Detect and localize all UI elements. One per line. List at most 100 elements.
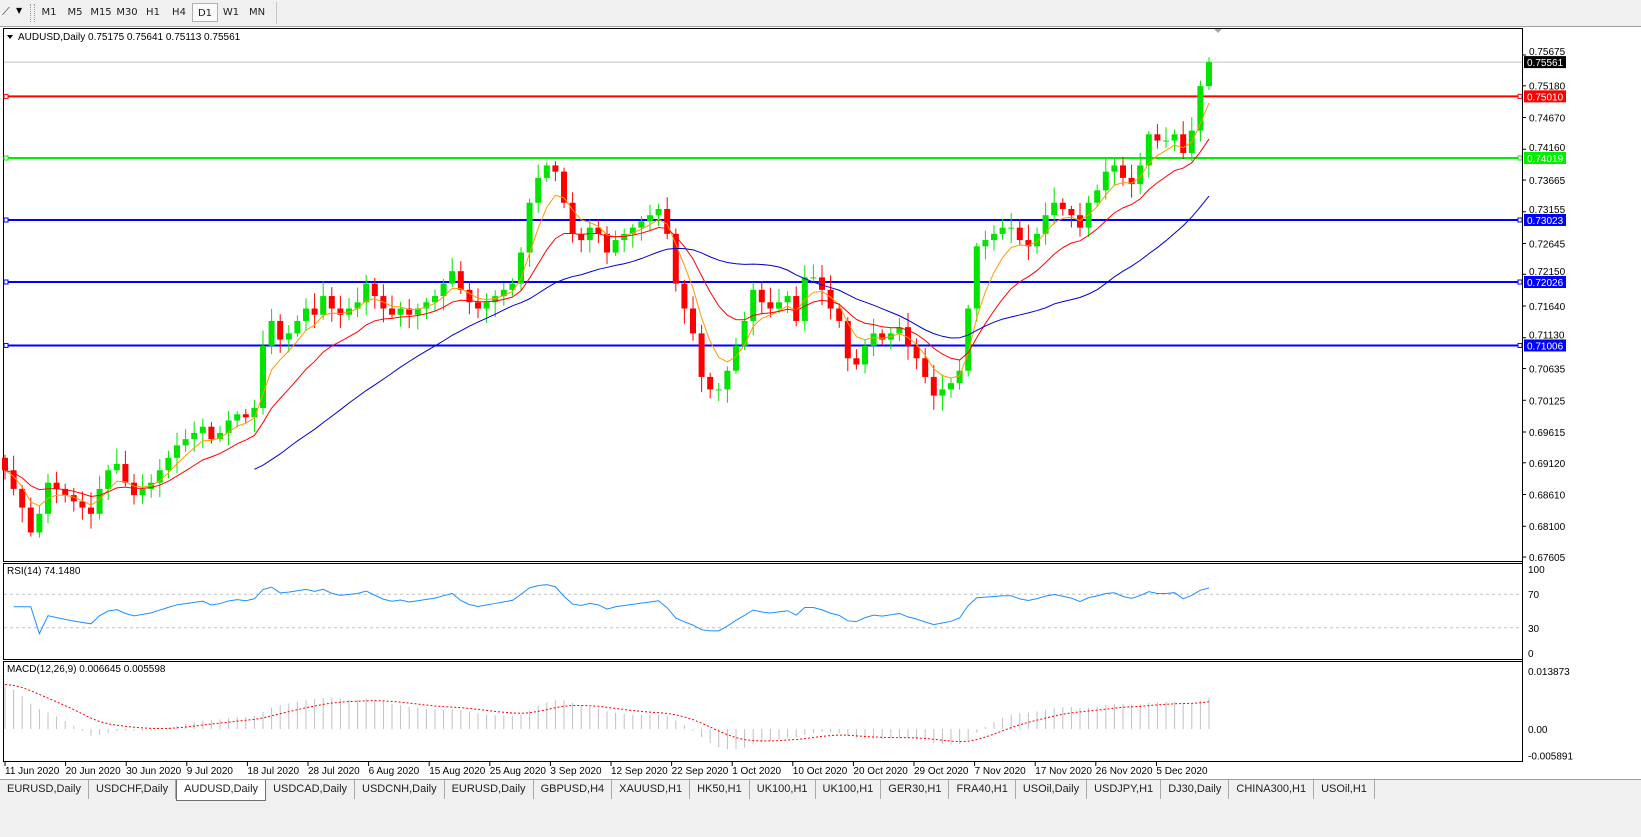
- candle-bull: [139, 488, 146, 496]
- candle-bull: [810, 277, 817, 279]
- chart-tab[interactable]: XAUUSD,H1: [612, 780, 691, 799]
- timeframe-bar: M1 M5 M15 M30 H1 H4 D1 W1 MN: [36, 3, 270, 23]
- toolbar-grip[interactable]: [30, 4, 35, 22]
- candle-bull: [354, 302, 361, 309]
- rsi-tick-label: 0: [1528, 649, 1534, 660]
- candle-bull: [432, 296, 438, 303]
- candle-bull: [509, 283, 516, 290]
- candle-bear: [681, 283, 688, 309]
- chevron-down-icon[interactable]: ▼: [16, 6, 23, 15]
- time-label: 7 Nov 2020: [975, 766, 1027, 777]
- candle-bear: [827, 289, 834, 309]
- candle-bull: [303, 308, 309, 321]
- candle-bear: [1068, 208, 1075, 216]
- chart-tab[interactable]: EURUSD,Daily: [0, 780, 89, 799]
- time-label: 5 Dec 2020: [1156, 766, 1208, 777]
- candle-bear: [698, 333, 705, 377]
- price-tick-label: 0.71130: [1529, 330, 1565, 341]
- chart-tab[interactable]: UK100,H1: [816, 780, 882, 799]
- level-price-label: 0.72026: [1527, 278, 1564, 289]
- candle-bear: [328, 296, 335, 309]
- candle-bull: [655, 208, 662, 216]
- candle-bull: [1102, 171, 1109, 191]
- timeframe-d1-button[interactable]: D1: [192, 3, 218, 22]
- candle-bull: [629, 227, 636, 234]
- chart-background: [0, 27, 1641, 779]
- level-handle[interactable]: [1517, 217, 1523, 223]
- shift-marker-icon[interactable]: [1214, 29, 1222, 33]
- timeframe-w1-button[interactable]: W1: [222, 7, 240, 18]
- toolbar-divider: [276, 2, 277, 24]
- level-handle[interactable]: [1517, 93, 1523, 99]
- level-handle[interactable]: [3, 155, 9, 161]
- moving-average-mid: [4, 138, 1210, 498]
- candle-bull: [500, 289, 507, 297]
- line-tool-icon[interactable]: ⟋: [2, 5, 10, 18]
- chart-tab[interactable]: USDCNH,Daily: [355, 780, 445, 799]
- rsi-tick-label: 100: [1528, 565, 1545, 576]
- candle-bull: [414, 308, 421, 315]
- candle-bear: [853, 358, 860, 365]
- candle-bear: [337, 308, 344, 315]
- chart-tab[interactable]: DJ30,Daily: [1161, 780, 1230, 799]
- level-handle[interactable]: [3, 279, 9, 285]
- candle-bear: [389, 308, 395, 315]
- price-tick-label: 0.68610: [1529, 491, 1566, 502]
- chart-window[interactable]: AUDUSD,Daily 0.75175 0.75641 0.75113 0.7…: [0, 27, 1641, 779]
- level-handle[interactable]: [1517, 155, 1523, 161]
- candle-bear: [1025, 240, 1032, 247]
- chart-tab[interactable]: GER30,H1: [881, 780, 950, 799]
- candle-bull: [1111, 165, 1118, 172]
- time-label: 29 Oct 2020: [914, 766, 969, 777]
- level-handle[interactable]: [3, 93, 9, 99]
- macd-tick-label: -0.005891: [1528, 751, 1573, 762]
- candle-bull: [234, 414, 241, 421]
- price-tick-label: 0.74160: [1529, 143, 1566, 154]
- candle-bear: [1077, 215, 1083, 228]
- candle-bear: [10, 470, 17, 489]
- chart-tab[interactable]: FRA40,H1: [949, 780, 1016, 799]
- level-handle[interactable]: [3, 342, 9, 348]
- level-price-badge: [1524, 152, 1566, 165]
- collapse-triangle-icon[interactable]: [7, 35, 13, 39]
- chart-tab[interactable]: EURUSD,Daily: [445, 780, 534, 799]
- level-handle[interactable]: [3, 217, 9, 223]
- candle-bear: [758, 289, 765, 303]
- candle-bear: [1180, 134, 1187, 153]
- candle-bull: [199, 426, 206, 433]
- chart-tab[interactable]: USOil,H1: [1314, 780, 1375, 799]
- candle-bear: [88, 507, 94, 514]
- chart-tab[interactable]: GBPUSD,H4: [534, 780, 613, 799]
- chart-tab[interactable]: USDJPY,H1: [1087, 780, 1162, 799]
- macd-label: MACD(12,26,9) 0.006645 0.005598: [7, 664, 166, 675]
- timeframe-h4-button[interactable]: H4: [172, 7, 186, 18]
- chart-tab[interactable]: CHINA300,H1: [1229, 780, 1315, 799]
- chart-tab[interactable]: USOil,Daily: [1016, 780, 1088, 799]
- candle-bull: [870, 333, 877, 346]
- chart-tab[interactable]: USDCAD,Daily: [266, 780, 356, 799]
- timeframe-m15-button[interactable]: M15: [90, 7, 112, 18]
- candle-bear: [27, 507, 34, 533]
- rsi-line: [13, 584, 1210, 635]
- chart-tab[interactable]: UK100,H1: [750, 780, 816, 799]
- macd-tick-label: 0.00: [1528, 725, 1548, 736]
- price-tick-label: 0.70125: [1529, 396, 1566, 407]
- level-handle[interactable]: [1517, 342, 1523, 348]
- macd-tick-label: 0.013873: [1528, 667, 1570, 678]
- timeframe-h1-button[interactable]: H1: [146, 7, 160, 18]
- chart-tab[interactable]: USDCHF,Daily: [89, 780, 177, 799]
- chart-tab[interactable]: HK50,H1: [690, 780, 750, 799]
- level-price-label: 0.74019: [1527, 154, 1564, 165]
- chart-tab[interactable]: AUDUSD,Daily: [176, 780, 267, 801]
- level-handle[interactable]: [1517, 279, 1523, 285]
- level-price-label: 0.75010: [1527, 92, 1564, 103]
- time-label: 17 Nov 2020: [1035, 766, 1092, 777]
- candle-bear: [475, 302, 481, 309]
- timeframe-m5-button[interactable]: M5: [67, 7, 83, 18]
- time-label: 28 Jul 2020: [308, 766, 360, 777]
- candle-bear: [277, 320, 284, 340]
- candle-bull: [492, 296, 499, 303]
- timeframe-m30-button[interactable]: M30: [116, 7, 138, 18]
- timeframe-m1-button[interactable]: M1: [41, 7, 57, 18]
- timeframe-mn-button[interactable]: MN: [248, 7, 266, 18]
